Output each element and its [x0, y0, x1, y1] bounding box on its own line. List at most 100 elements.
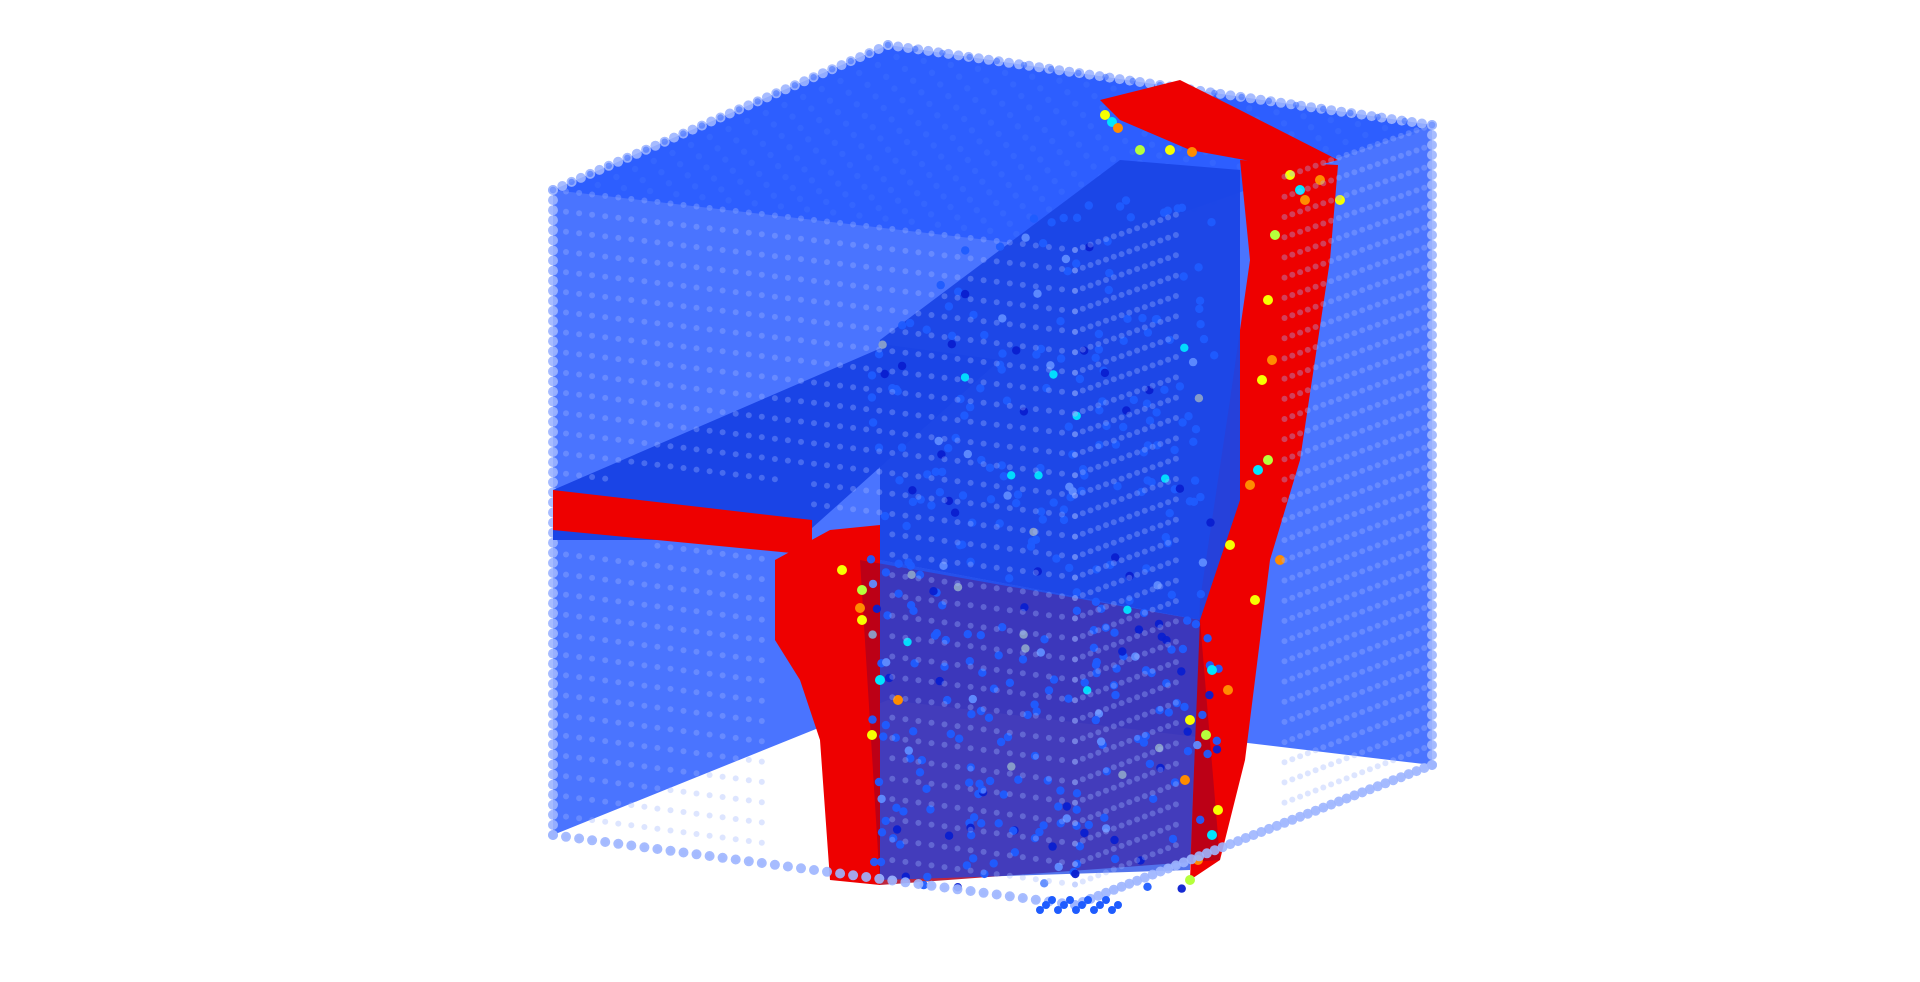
front-left-face-voxel — [563, 692, 569, 699]
front-right-face-voxel — [1398, 353, 1404, 360]
front-right-face-voxel — [1087, 568, 1094, 575]
top-face-voxel — [918, 89, 925, 96]
cube-edge-voxel — [1411, 766, 1422, 777]
front-left-face-voxel — [758, 839, 765, 846]
front-left-face-voxel — [706, 751, 713, 758]
front-left-face-voxel — [732, 593, 739, 599]
front-right-face-voxel — [1281, 173, 1288, 180]
cube-edge-voxel — [1201, 848, 1212, 859]
front-left-face-voxel — [928, 719, 935, 726]
front-left-face-voxel — [654, 300, 661, 307]
front-left-face-voxel — [1006, 321, 1013, 328]
front-left-face-voxel — [693, 365, 700, 372]
top-face-voxel — [877, 135, 884, 142]
front-left-face-voxel — [732, 471, 739, 478]
front-left-face-voxel — [654, 279, 661, 286]
front-right-face-voxel — [1087, 405, 1094, 412]
cube-edge-voxel — [1427, 760, 1437, 770]
front-left-face-voxel — [680, 586, 687, 593]
top-face-voxel — [680, 201, 687, 209]
front-right-face-voxel — [1134, 592, 1141, 599]
front-right-face-voxel — [1304, 326, 1311, 333]
front-right-face-voxel — [1421, 705, 1428, 711]
front-left-face-voxel — [954, 723, 961, 730]
column-right-wall — [1190, 160, 1338, 880]
top-face-voxel — [894, 197, 902, 204]
front-right-face-voxel — [1304, 609, 1311, 616]
interior-voxel — [1212, 745, 1222, 754]
interior-voxel — [1091, 597, 1101, 606]
front-left-face-voxel — [1006, 709, 1013, 716]
front-right-face-voxel — [1382, 539, 1389, 546]
cube-edge-voxel — [1064, 66, 1075, 77]
interior-voxel — [1083, 686, 1092, 695]
front-left-face-voxel — [902, 797, 909, 804]
interior-voxel — [1138, 313, 1147, 323]
front-right-face-voxel — [1390, 536, 1397, 543]
front-left-face-voxel — [771, 313, 778, 320]
cube-edge-voxel — [1427, 530, 1437, 540]
cube-edge-voxel — [1427, 410, 1437, 420]
front-right-face-voxel — [1281, 234, 1288, 241]
front-left-face-voxel — [1019, 424, 1026, 431]
front-left-face-voxel — [1045, 244, 1052, 250]
front-left-face-voxel — [824, 462, 830, 469]
front-right-face-voxel — [1312, 203, 1319, 210]
interior-voxels — [866, 160, 1240, 893]
interior-voxel — [1143, 476, 1152, 485]
top-face-voxel — [1300, 113, 1307, 120]
front-left-face-voxel — [980, 644, 987, 651]
front-left-face-voxel — [954, 294, 961, 301]
interior-voxel — [944, 496, 954, 506]
front-left-face-voxel — [837, 321, 844, 328]
front-right-face-voxel — [1134, 612, 1141, 619]
top-face-voxel — [725, 125, 732, 133]
front-right-face-voxel — [1118, 475, 1125, 482]
front-right-face-voxel — [1335, 677, 1342, 684]
front-left-face-voxel — [980, 256, 987, 263]
interior-voxel — [1007, 471, 1016, 480]
front-left-face-voxel — [719, 794, 726, 800]
front-left-face-voxel — [719, 409, 726, 416]
front-right-face-voxel — [1351, 752, 1358, 759]
front-left-face-voxel — [1045, 489, 1052, 496]
front-left-face-voxel — [589, 817, 596, 824]
top-face-voxel — [800, 93, 807, 101]
interior-voxel — [1079, 346, 1089, 355]
front-left-face-voxel — [745, 452, 752, 459]
front-right-face-voxel — [1126, 860, 1133, 867]
top-face-voxel — [717, 114, 724, 121]
front-right-face-voxel — [1351, 390, 1358, 397]
front-right-face-voxel — [1390, 576, 1397, 583]
front-right-face-voxel — [1359, 608, 1366, 615]
front-right-face-voxel — [1320, 502, 1327, 509]
front-right-face-voxel — [1110, 805, 1117, 812]
front-right-face-voxel — [1366, 726, 1373, 733]
top-face-voxel — [952, 175, 959, 182]
top-face-voxel — [1129, 148, 1136, 156]
front-left-face-voxel — [563, 732, 569, 739]
front-left-face-voxel — [967, 561, 974, 568]
cube-edge-voxel — [574, 833, 585, 844]
front-right-face-voxel — [1328, 157, 1335, 164]
front-right-face-voxel — [1328, 217, 1335, 224]
front-right-face-voxel — [1072, 799, 1078, 806]
cube-edge-voxel — [1004, 891, 1015, 902]
interior-voxel — [1153, 581, 1162, 590]
front-right-face-voxel — [1374, 361, 1381, 368]
interior-voxel — [944, 831, 954, 840]
front-left-face-voxel — [654, 340, 661, 347]
front-left-face-voxel — [1059, 327, 1065, 334]
front-right-face-voxel — [1149, 321, 1156, 328]
front-left-face-voxel — [941, 680, 948, 687]
front-left-face-voxel — [889, 246, 896, 253]
front-left-face-voxel — [811, 379, 817, 386]
front-left-face-voxel — [1019, 813, 1026, 820]
highlight-voxel — [1245, 480, 1255, 490]
top-face-voxel — [1048, 65, 1055, 73]
front-right-face-voxel — [1072, 390, 1078, 397]
front-left-face-voxel — [615, 234, 622, 241]
interior-voxel — [947, 340, 956, 349]
front-right-face-voxel — [1165, 234, 1172, 241]
